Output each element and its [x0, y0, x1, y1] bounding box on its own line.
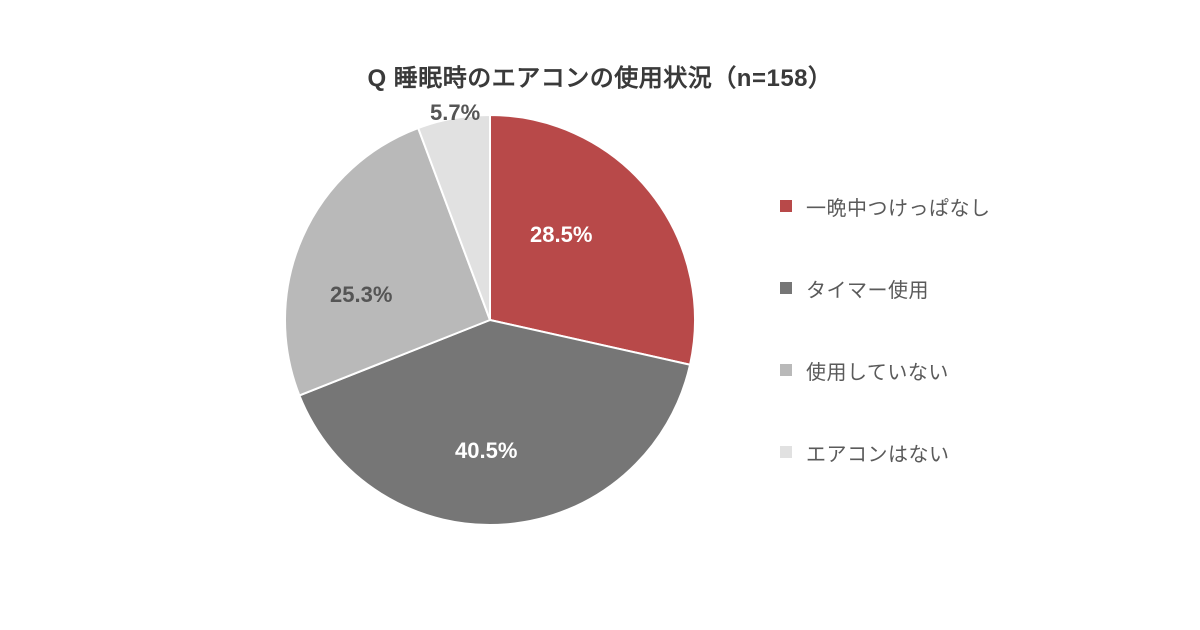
legend-item: 使用していない	[780, 329, 1130, 411]
legend-label: エアコンはない	[806, 438, 950, 467]
legend-swatch	[780, 282, 792, 294]
chart-title: Q 睡眠時のエアコンの使用状況（n=158）	[0, 58, 1200, 93]
legend-label: 一晩中つけっぱなし	[806, 192, 991, 221]
slice-value-label: 25.3%	[330, 282, 392, 308]
legend-label: 使用していない	[806, 356, 949, 385]
slice-value-label: 40.5%	[455, 438, 517, 464]
legend-item: 一晩中つけっぱなし	[780, 165, 1130, 247]
legend-swatch	[780, 364, 792, 376]
legend-item: タイマー使用	[780, 247, 1130, 329]
slice-value-label: 28.5%	[530, 222, 592, 248]
legend-swatch	[780, 200, 792, 212]
chart-stage: Q 睡眠時のエアコンの使用状況（n=158） 28.5% 40.5% 25.3% 5.…	[0, 0, 1200, 630]
legend-item: エアコンはない	[780, 411, 1130, 493]
slice-value-label: 5.7%	[430, 100, 480, 126]
legend-label: タイマー使用	[806, 274, 929, 303]
legend-swatch	[780, 446, 792, 458]
legend: 一晩中つけっぱなし タイマー使用 使用していない エアコンはない	[780, 165, 1130, 493]
